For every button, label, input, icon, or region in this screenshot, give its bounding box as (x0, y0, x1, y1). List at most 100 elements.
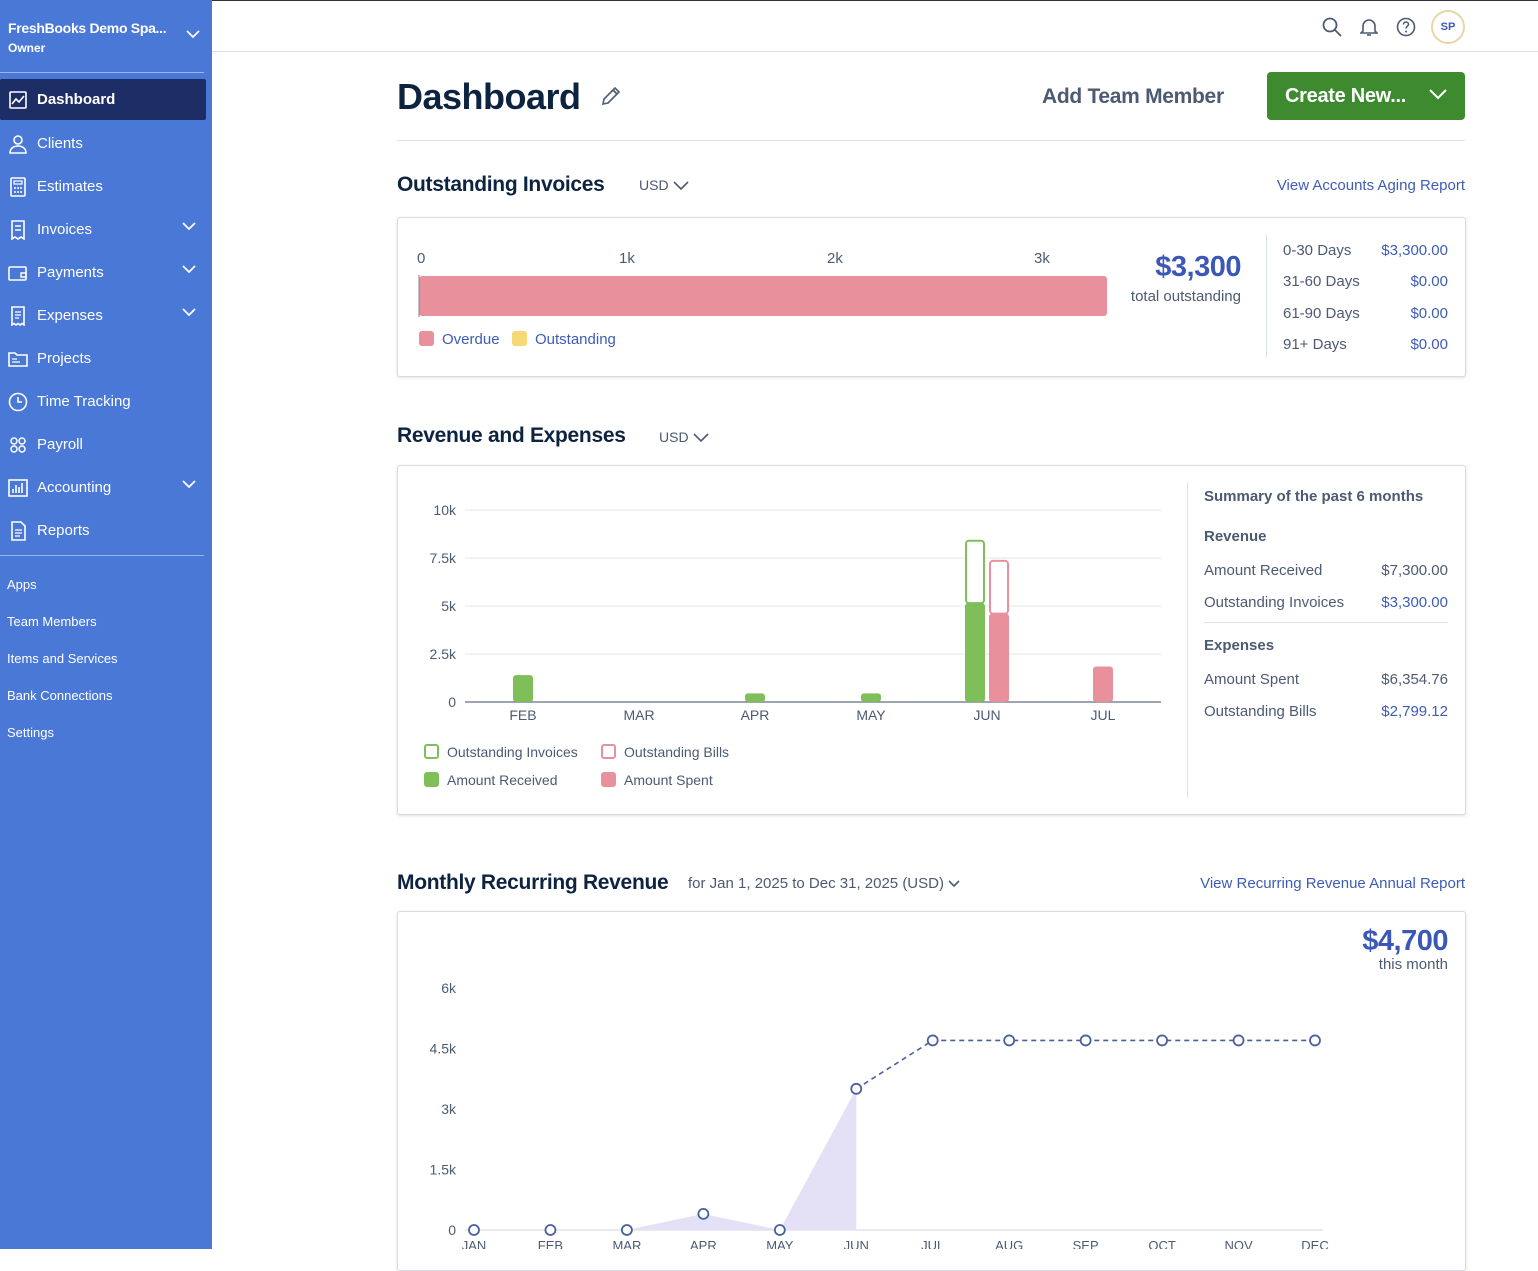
mrr-point (850, 1082, 863, 1095)
chevron-down-icon[interactable] (182, 308, 196, 317)
aging-row: 61-90 Days $0.00 (1283, 305, 1448, 322)
people-icon (10, 436, 26, 453)
bar-amount-received (513, 675, 533, 702)
business-role: Owner (8, 41, 46, 55)
sidebar-item-estimates[interactable]: Estimates (0, 165, 212, 208)
legend-label: Outstanding Bills (624, 744, 730, 760)
y-tick-label: 2.5k (430, 646, 457, 662)
sidebar-item-payroll[interactable]: Payroll (0, 423, 212, 466)
sidebar-item-dashboard[interactable]: Dashboard (0, 79, 206, 120)
summary-revenue-heading: Revenue (1204, 528, 1267, 545)
sidebar-link-bank-connections[interactable]: Bank Connections (7, 688, 113, 703)
summary-title: Summary of the past 6 months (1204, 488, 1424, 505)
x-tick-label: JAN (462, 1238, 487, 1249)
sidebar-item-projects[interactable]: Projects (0, 337, 212, 380)
mrr-range-select[interactable]: for Jan 1, 2025 to Dec 31, 2025 (USD) (688, 875, 960, 892)
avatar[interactable]: SP (1431, 10, 1465, 44)
sidebar-item-label: Time Tracking (37, 393, 131, 410)
revenue-expenses-title: Revenue and Expenses (397, 424, 626, 447)
legend-swatch (512, 331, 527, 346)
revenue-expenses-chart: 0 2.5k 5k 7.5k 10k FEB MAR APR MAY JUN JUL (430, 502, 1161, 723)
summary-value: $3,300.00 (1381, 594, 1448, 611)
legend-label: Outstanding Invoices (447, 744, 578, 760)
create-new-button[interactable]: Create New... (1267, 72, 1465, 120)
x-tick-label: JUL (1091, 707, 1116, 723)
y-tick-label: 1.5k (430, 1162, 457, 1178)
create-new-label: Create New... (1285, 84, 1406, 107)
chevron-down-icon[interactable] (182, 222, 196, 231)
legend-outstanding-invoices: Outstanding Invoices (424, 744, 578, 760)
chevron-down-icon[interactable] (182, 265, 196, 274)
pencil-icon[interactable] (600, 85, 622, 107)
currency-value: USD (659, 429, 689, 445)
wallet-icon (8, 265, 27, 281)
bar-chart-icon (8, 478, 28, 497)
sidebar-item-invoices[interactable]: Invoices (0, 208, 212, 251)
business-switcher[interactable]: FreshBooks Demo Spa... Owner (8, 20, 208, 55)
legend-amount-received: Amount Received (424, 772, 558, 788)
legend-swatch (601, 744, 616, 759)
x-tick-label: JUN (973, 707, 1000, 723)
x-tick-label: APR (741, 707, 770, 723)
summary-label: Amount Spent (1204, 671, 1300, 688)
legend-swatch (601, 772, 616, 787)
sidebar-link-items-services[interactable]: Items and Services (7, 651, 118, 666)
summary-value: $6,354.76 (1381, 671, 1448, 688)
bar-outstanding-invoices (965, 539, 985, 605)
sidebar-item-reports[interactable]: Reports (0, 509, 212, 552)
view-aging-report-link[interactable]: View Accounts Aging Report (1276, 177, 1465, 194)
revenue-expenses-card (397, 465, 1466, 815)
y-tick-label: 10k (433, 502, 457, 518)
legend-swatch (419, 331, 434, 346)
chevron-down-icon (672, 181, 689, 191)
legend-label: Overdue (442, 331, 500, 348)
summary-value: $7,300.00 (1381, 562, 1448, 579)
help-icon[interactable] (1396, 17, 1416, 37)
aging-value: $0.00 (1410, 336, 1448, 353)
sidebar-item-label: Expenses (37, 307, 103, 324)
x-tick-label: OCT (1148, 1238, 1176, 1249)
currency-select[interactable]: USD (659, 429, 709, 445)
sidebar-item-expenses[interactable]: Expenses (0, 294, 212, 337)
aging-label: 31-60 Days (1283, 273, 1360, 290)
total-outstanding-label: total outstanding (1130, 288, 1241, 305)
top-bar: SP (212, 0, 1538, 52)
sidebar-link-apps[interactable]: Apps (7, 577, 37, 592)
y-tick-label: 6k (441, 980, 457, 996)
chevron-down-icon[interactable] (182, 480, 196, 489)
mrr-projected-line (855, 1039, 1315, 1090)
x-tick-label: DEC (1301, 1238, 1328, 1249)
vertical-divider (1266, 234, 1267, 358)
user-icon (9, 134, 27, 154)
mrr-point (1156, 1034, 1168, 1047)
view-recurring-report-link[interactable]: View Recurring Revenue Annual Report (1200, 875, 1465, 892)
aging-label: 91+ Days (1283, 336, 1347, 353)
legend-outstanding-bills: Outstanding Bills (601, 744, 729, 760)
y-tick-label: 7.5k (430, 550, 457, 566)
sidebar-link-team-members[interactable]: Team Members (7, 614, 97, 629)
mrr-point (544, 1224, 557, 1236)
sidebar-link-settings[interactable]: Settings (7, 725, 54, 740)
sidebar-item-label: Projects (37, 350, 92, 367)
summary-divider (1204, 622, 1448, 623)
legend-swatch (424, 772, 439, 787)
x-tick-label: MAR (612, 1238, 641, 1249)
sidebar-nav: Dashboard Clients Estimates Invoices Pay… (0, 79, 212, 552)
legend-label: Amount Received (447, 772, 558, 788)
bell-icon[interactable] (1360, 17, 1378, 37)
search-icon[interactable] (1322, 17, 1342, 37)
total-outstanding-amount: $3,300 (1155, 251, 1241, 283)
sidebar-item-accounting[interactable]: Accounting (0, 466, 212, 509)
sidebar-item-time-tracking[interactable]: Time Tracking (0, 380, 212, 423)
invoice-icon (11, 219, 25, 240)
add-team-member-button[interactable]: Add Team Member (1042, 85, 1224, 108)
sidebar-item-clients[interactable]: Clients (0, 122, 212, 165)
summary-row: Amount Spent $6,354.76 (1204, 671, 1448, 688)
y-tick-label: 0 (448, 1222, 456, 1238)
currency-select[interactable]: USD (639, 177, 689, 193)
sidebar-item-label: Clients (37, 135, 83, 152)
summary-row: Outstanding Bills $2,799.12 (1204, 703, 1448, 720)
sidebar-item-payments[interactable]: Payments (0, 251, 212, 294)
y-tick-label: 3k (441, 1101, 457, 1117)
mrr-point (621, 1224, 633, 1236)
